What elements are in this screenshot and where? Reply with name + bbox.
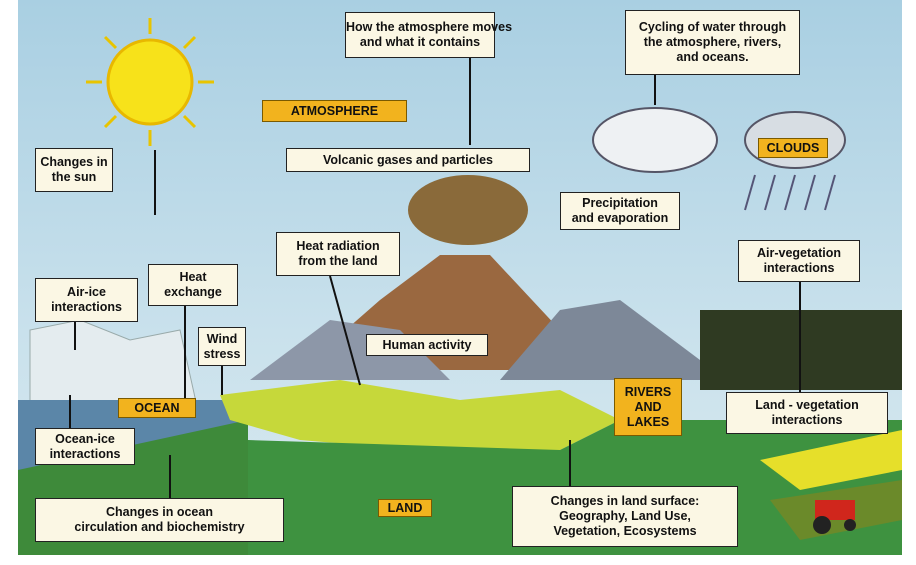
label-line: Precipitation <box>561 196 679 211</box>
label: LAND <box>378 499 432 517</box>
label-line: Human activity <box>367 338 487 353</box>
tractor-wheel <box>844 519 856 531</box>
label-line: interactions <box>36 447 134 462</box>
label-line: Wind <box>199 332 245 347</box>
sun <box>108 40 192 124</box>
label-line: the sun <box>36 170 112 185</box>
label-line: Geography, Land Use, <box>513 509 737 524</box>
label: CLOUDS <box>758 138 828 158</box>
label-line: Air-vegetation <box>739 246 859 261</box>
label-line: stress <box>199 347 245 362</box>
label-line: exchange <box>149 285 237 300</box>
label-line: and what it contains <box>346 35 494 50</box>
label: Human activity <box>366 334 488 356</box>
label-line: LAND <box>379 501 431 516</box>
label-line: interactions <box>36 300 137 315</box>
label-line: the atmosphere, rivers, <box>626 35 799 50</box>
label-line: interactions <box>727 413 887 428</box>
label-line: ATMOSPHERE <box>263 104 406 119</box>
label-line: Heat <box>149 270 237 285</box>
label-line: Cycling of water through <box>626 20 799 35</box>
label-line: Volcanic gases and particles <box>287 153 529 168</box>
label-line: and oceans. <box>626 50 799 65</box>
label-line: LAKES <box>615 415 681 430</box>
label-line: interactions <box>739 261 859 276</box>
label-line: from the land <box>277 254 399 269</box>
label-line: Changes in <box>36 155 112 170</box>
label-line: Changes in land surface: <box>513 494 737 509</box>
label: Changes in land surface:Geography, Land … <box>512 486 738 547</box>
tractor-wheel <box>813 516 831 534</box>
label-line: AND <box>615 400 681 415</box>
label-line: Land - vegetation <box>727 398 887 413</box>
label-line: Changes in ocean <box>36 505 283 520</box>
label-line: circulation and biochemistry <box>36 520 283 535</box>
cloud <box>593 108 717 172</box>
label-line: RIVERS <box>615 385 681 400</box>
label-line: and evaporation <box>561 211 679 226</box>
label: ATMOSPHERE <box>262 100 407 122</box>
label: Volcanic gases and particles <box>286 148 530 172</box>
label-line: OCEAN <box>119 401 195 416</box>
label-line: CLOUDS <box>759 141 827 156</box>
label-line: Heat radiation <box>277 239 399 254</box>
label-line: Ocean-ice <box>36 432 134 447</box>
label-line: Vegetation, Ecosystems <box>513 524 737 539</box>
label-line: How the atmosphere moves <box>346 20 494 35</box>
label: OCEAN <box>118 398 196 418</box>
volcano-plume <box>408 175 528 245</box>
climate-diagram: How the atmosphere movesand what it cont… <box>0 0 916 565</box>
label-line: Air-ice <box>36 285 137 300</box>
